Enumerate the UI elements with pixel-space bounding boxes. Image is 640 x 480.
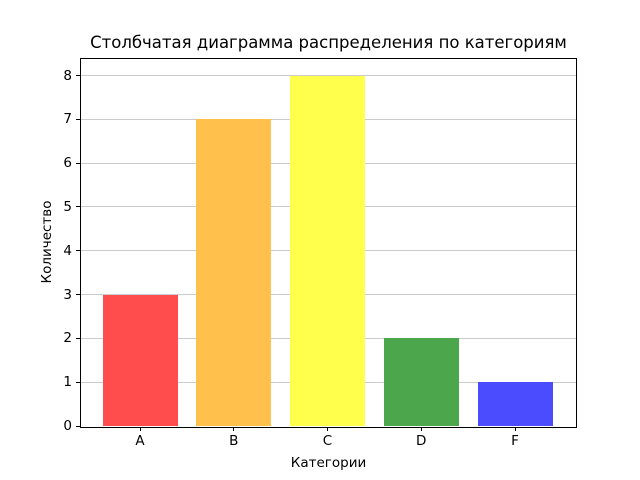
x-tick-mark-F bbox=[514, 427, 516, 431]
y-tick-mark-2 bbox=[76, 337, 80, 339]
y-tick-mark-4 bbox=[76, 250, 80, 252]
x-tick-label-D: D bbox=[416, 433, 427, 449]
y-tick-label-8: 8 bbox=[63, 67, 72, 84]
y-tick-mark-5 bbox=[76, 206, 80, 208]
bar-B bbox=[196, 119, 272, 426]
chart-title: Столбчатая диаграмма распределения по ка… bbox=[90, 33, 567, 52]
y-tick-label-2: 2 bbox=[63, 330, 72, 347]
y-tick-label-0: 0 bbox=[63, 418, 72, 434]
bar-C bbox=[290, 75, 365, 426]
bar-A bbox=[102, 294, 178, 426]
x-tick-mark-D bbox=[420, 427, 422, 431]
y-tick-label-6: 6 bbox=[63, 155, 72, 172]
y-tick-mark-7 bbox=[76, 118, 80, 120]
bar-F bbox=[477, 382, 553, 426]
y-tick-mark-8 bbox=[76, 75, 80, 77]
x-tick-mark-B bbox=[233, 427, 235, 431]
y-tick-mark-0 bbox=[76, 425, 80, 427]
y-tick-mark-1 bbox=[76, 381, 80, 383]
bar-D bbox=[383, 338, 459, 426]
x-axis-label: Категории bbox=[290, 455, 367, 471]
x-tick-label-F: F bbox=[511, 433, 519, 449]
y-tick-label-7: 7 bbox=[63, 111, 72, 128]
y-tick-mark-6 bbox=[76, 162, 80, 164]
x-tick-mark-C bbox=[327, 427, 328, 431]
y-tick-label-4: 4 bbox=[63, 242, 72, 259]
y-tick-label-1: 1 bbox=[63, 374, 72, 391]
x-tick-label-A: A bbox=[135, 433, 145, 449]
x-tick-label-B: B bbox=[229, 433, 239, 449]
y-tick-mark-3 bbox=[76, 294, 80, 296]
y-tick-label-5: 5 bbox=[63, 198, 72, 215]
x-tick-mark-A bbox=[139, 427, 141, 431]
x-tick-label-C: C bbox=[322, 433, 333, 449]
y-tick-label-3: 3 bbox=[63, 286, 72, 303]
